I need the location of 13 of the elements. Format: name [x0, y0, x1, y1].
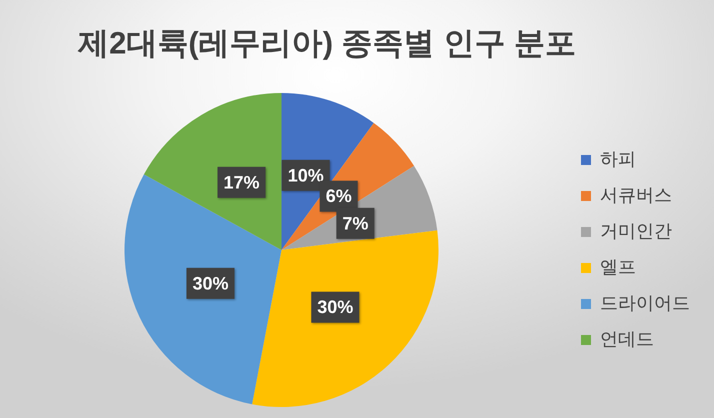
data-label: 6%	[326, 186, 352, 206]
data-label: 17%	[224, 172, 260, 192]
legend-label: 서큐버스	[600, 184, 672, 205]
legend-label: 언데드	[600, 328, 654, 349]
legend-label: 엘프	[600, 256, 636, 277]
legend-label: 드라이어드	[600, 292, 690, 313]
data-label: 30%	[317, 297, 354, 318]
chart-title: 제2대륙(레무리아) 종족별 인구 분포	[77, 26, 576, 61]
data-label: 10%	[288, 165, 324, 186]
legend-label: 하피	[600, 148, 636, 169]
data-label: 30%	[192, 273, 228, 294]
data-label: 7%	[342, 213, 368, 234]
legend-label: 거미인간	[600, 220, 672, 241]
